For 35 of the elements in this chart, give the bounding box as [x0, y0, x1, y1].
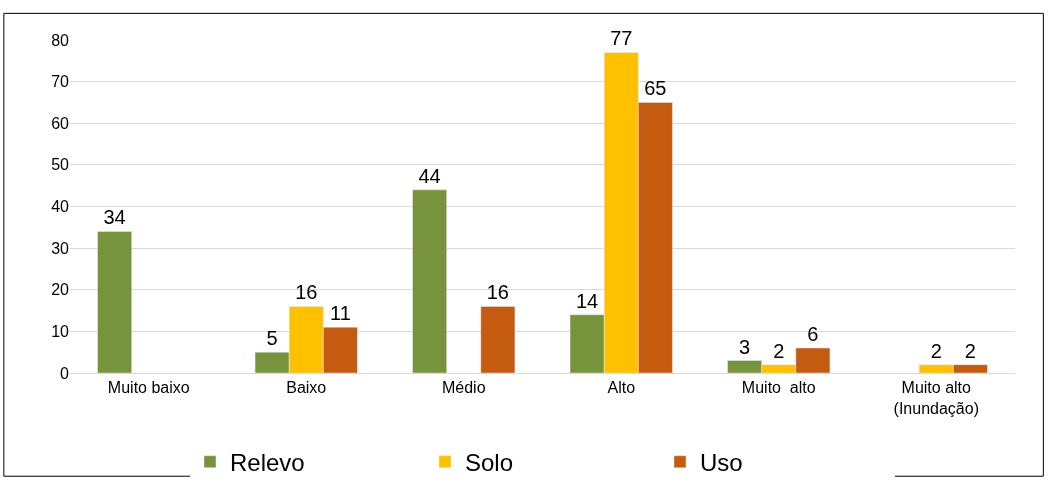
- bar: [412, 189, 447, 373]
- data-label: 11: [329, 302, 351, 325]
- y-tick-label: 10: [51, 322, 70, 340]
- legend-label: Solo: [465, 449, 514, 477]
- y-tick-label: 70: [51, 73, 70, 91]
- x-tick-label: Médio: [441, 379, 486, 397]
- data-label: 77: [610, 27, 633, 50]
- data-label: 34: [103, 206, 126, 229]
- y-tick-label: 60: [51, 114, 70, 132]
- y-tick-label: 40: [51, 198, 70, 216]
- legend-label: Uso: [700, 449, 743, 477]
- bar: [97, 231, 132, 373]
- x-tick-label: Baixo: [286, 379, 327, 397]
- data-label: 3: [739, 335, 751, 358]
- data-label: 65: [644, 77, 667, 100]
- data-label: 5: [266, 327, 278, 350]
- data-label: 16: [295, 281, 318, 304]
- data-label: 16: [486, 281, 509, 304]
- data-label: 44: [418, 164, 441, 187]
- y-tick-label: 50: [51, 156, 70, 174]
- x-tick-label: Muito alto: [741, 379, 816, 397]
- data-label: 2: [930, 339, 942, 362]
- y-tick-label: 20: [51, 281, 70, 299]
- data-label: 6: [807, 323, 819, 346]
- bar: [480, 306, 516, 373]
- data-label: 2: [964, 339, 976, 362]
- legend-label: Relevo: [230, 449, 305, 477]
- data-label: 14: [576, 289, 599, 312]
- y-tick-label: 30: [51, 239, 70, 257]
- x-tick-label: Muito alto (Inundação): [893, 379, 979, 417]
- x-tick-label: Alto: [607, 379, 636, 397]
- x-tick-label: Muito baixo: [107, 379, 190, 397]
- data-label: 2: [773, 339, 785, 362]
- y-tick-label: 80: [51, 31, 70, 49]
- y-tick-label: 0: [60, 364, 70, 382]
